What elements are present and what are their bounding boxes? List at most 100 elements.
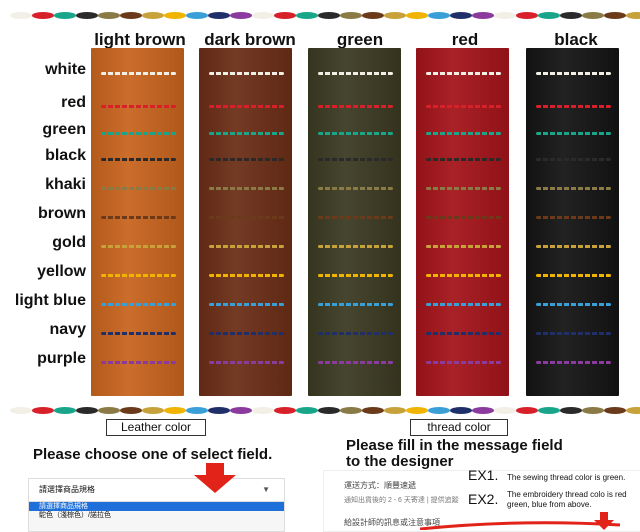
thread-swatch xyxy=(208,407,230,414)
thread-swatch xyxy=(274,12,296,19)
stitch-line xyxy=(318,274,393,277)
thread-label-navy: navy xyxy=(49,321,86,338)
stitch-line xyxy=(209,216,284,219)
stitch-line xyxy=(318,158,393,161)
thread-swatch xyxy=(142,407,164,414)
thread-label-red: red xyxy=(61,94,86,111)
chevron-down-icon[interactable]: ▼ xyxy=(262,485,270,494)
red-arrow-down-icon xyxy=(194,463,236,493)
select-option[interactable]: 請選擇商品規格 xyxy=(29,502,284,511)
leather-panel-dark-brown xyxy=(199,48,292,396)
stitch-line xyxy=(536,332,611,335)
thread-swatch xyxy=(560,407,582,414)
select-option[interactable]: 駝色（淺棕色）/諾拉色 xyxy=(39,512,111,519)
fill-message-heading-line2: to the designer xyxy=(346,453,454,470)
shipping-notice-text: 通知出貨後的 2 - 6 天寄達 | 提供追蹤 xyxy=(344,497,459,504)
thread-swatch xyxy=(98,12,120,19)
stitch-line xyxy=(209,187,284,190)
stitch-line xyxy=(101,361,176,364)
designer-note-label: 給設計師的訊息或注意事項 xyxy=(344,518,440,527)
stitch-line xyxy=(209,132,284,135)
thread-swatch xyxy=(428,12,450,19)
stitch-line xyxy=(426,158,501,161)
stitch-line xyxy=(318,187,393,190)
thread-swatch xyxy=(406,12,428,19)
fill-message-heading-line1: Please fill in the message field xyxy=(346,437,563,454)
select-current-value: 請選擇商品規格 xyxy=(39,485,95,494)
product-spec-select[interactable]: 請選擇商品規格 ▼ 請選擇商品規格 駝色（淺棕色）/諾拉色 xyxy=(28,478,285,532)
thread-swatch xyxy=(604,407,626,414)
thread-label-black: black xyxy=(45,147,86,164)
thread-swatch xyxy=(450,407,472,414)
example-2-text: The embroidery thread colo is red green,… xyxy=(507,490,627,509)
stitch-line xyxy=(209,361,284,364)
stitch-line xyxy=(536,72,611,75)
stitch-line xyxy=(101,158,176,161)
thread-swatch xyxy=(384,407,406,414)
stitch-line xyxy=(536,187,611,190)
stitch-line xyxy=(426,361,501,364)
stitch-line xyxy=(209,245,284,248)
leather-color-caption: Leather color xyxy=(106,419,206,436)
leather-panel-black xyxy=(526,48,619,396)
stitch-line xyxy=(101,105,176,108)
thread-swatch xyxy=(362,407,384,414)
thread-swatch xyxy=(10,407,32,414)
thread-swatch xyxy=(252,407,274,414)
stitch-line xyxy=(318,245,393,248)
thread-swatch xyxy=(32,407,54,414)
thread-swatch xyxy=(318,12,340,19)
thread-swatch xyxy=(296,407,318,414)
shipping-method-text: 運送方式：順豐速遞 xyxy=(344,481,416,490)
thread-swatch xyxy=(604,12,626,19)
stitch-line xyxy=(209,158,284,161)
stitch-line xyxy=(101,245,176,248)
thread-swatch xyxy=(450,12,472,19)
thread-swatch xyxy=(340,407,362,414)
stitch-line xyxy=(426,132,501,135)
leather-header-dark-brown: dark brown xyxy=(204,30,296,49)
stitch-line xyxy=(426,216,501,219)
leather-panel-light-brown xyxy=(91,48,184,396)
example-1-label: EX1. xyxy=(468,467,499,483)
thread-label-light-blue: light blue xyxy=(14,292,86,309)
choose-select-heading: Please choose one of select field. xyxy=(33,446,273,463)
thread-swatch xyxy=(76,407,98,414)
thread-label-white: white xyxy=(45,61,86,78)
leather-header-light-brown: light brown xyxy=(94,30,186,49)
thread-swatch xyxy=(186,12,208,19)
thread-swatch-row-top xyxy=(0,10,640,22)
stitch-line xyxy=(426,105,501,108)
thread-color-caption: thread color xyxy=(410,419,508,436)
thread-swatch xyxy=(54,12,76,19)
thread-label-brown: brown xyxy=(38,205,86,222)
thread-label-yellow: yellow xyxy=(37,263,86,280)
stitch-line xyxy=(426,274,501,277)
designer-message-form: 運送方式：順豐速遞 通知出貨後的 2 - 6 天寄達 | 提供追蹤 給設計師的訊… xyxy=(323,470,640,532)
thread-label-purple: purple xyxy=(37,350,86,367)
stitch-line xyxy=(536,158,611,161)
thread-swatch xyxy=(516,12,538,19)
thread-swatch xyxy=(76,12,98,19)
thread-swatch xyxy=(186,407,208,414)
select-current[interactable]: 請選擇商品規格 ▼ xyxy=(29,479,284,502)
thread-swatch xyxy=(54,407,76,414)
thread-swatch xyxy=(516,407,538,414)
thread-swatch xyxy=(164,407,186,414)
stitch-line xyxy=(101,72,176,75)
stitch-line xyxy=(318,105,393,108)
stitch-line xyxy=(536,303,611,306)
thread-swatch xyxy=(560,12,582,19)
thread-swatch xyxy=(406,407,428,414)
thread-swatch xyxy=(296,12,318,19)
stitch-line xyxy=(209,303,284,306)
stitch-line xyxy=(101,216,176,219)
red-arrow-down-icon-small xyxy=(594,512,614,530)
thread-swatch xyxy=(252,12,274,19)
stitch-line xyxy=(101,274,176,277)
leather-header-red: red xyxy=(451,30,479,49)
leather-header-black: black xyxy=(554,30,598,49)
thread-swatch xyxy=(626,407,640,414)
thread-swatch xyxy=(274,407,296,414)
thread-swatch xyxy=(10,12,32,19)
